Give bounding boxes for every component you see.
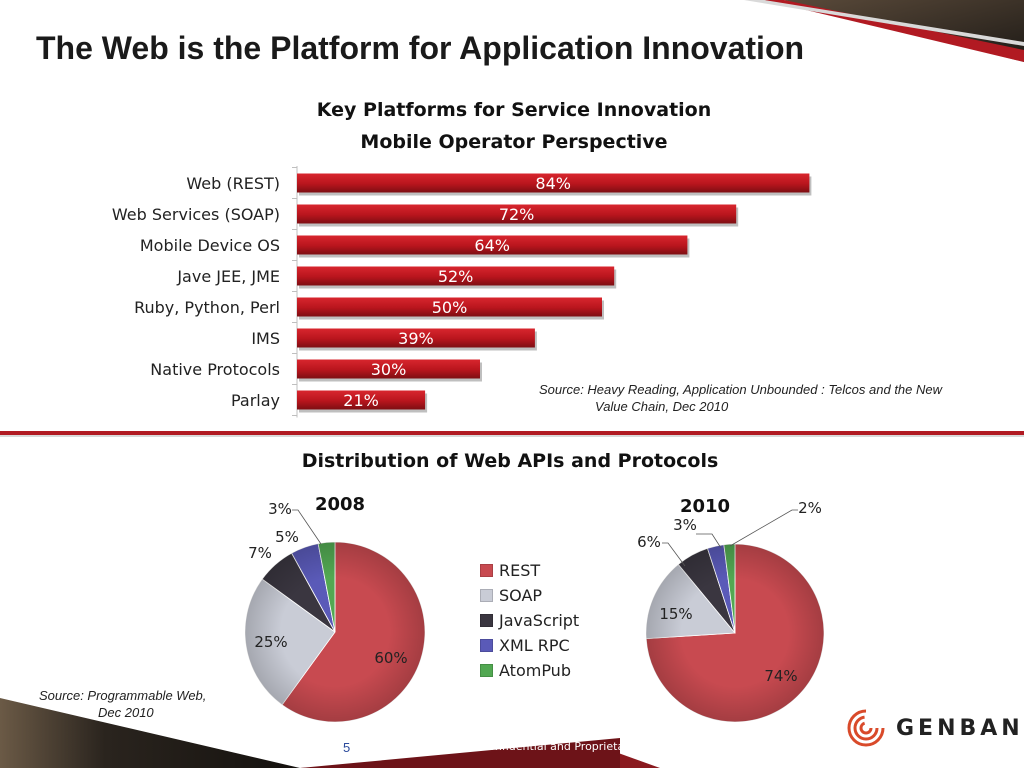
category-label: Web (REST)	[186, 174, 280, 193]
pies-section-title: Distribution of Web APIs and Protocols	[301, 450, 719, 472]
footer-decoration	[0, 698, 660, 768]
pie-leader-line	[292, 509, 322, 545]
legend-label-javascript: JavaScript	[499, 610, 580, 630]
pie-label-javascript: 6%	[637, 533, 661, 551]
bar-value-label: 30%	[371, 360, 407, 379]
pie-label-soap: 25%	[254, 633, 287, 651]
confidential-notice: GENBAND. Confidential and Proprietary	[418, 740, 636, 753]
pie-label-rest: 60%	[374, 649, 407, 667]
bar-value-label: 84%	[535, 174, 571, 193]
pie-leader-line	[696, 533, 722, 549]
legend-swatch-rest	[480, 563, 493, 577]
legend-item-soap: SOAP	[480, 583, 542, 607]
bar-value-label: 52%	[438, 267, 474, 286]
pie-label-atompub: 3%	[268, 500, 292, 518]
category-label: Parlay	[231, 391, 280, 410]
genband-logo-icon	[847, 709, 885, 747]
genband-logo-text: GENBAND	[896, 715, 1024, 741]
pie-leader-line	[662, 542, 686, 567]
legend-swatch-javascript	[480, 613, 493, 627]
legend-label-rest: REST	[499, 560, 541, 580]
bar	[297, 235, 688, 255]
legend-item-xml-rpc: XML RPC	[480, 633, 570, 657]
pie-chart-2010: 2010 74% 15% 6% 3% 2%	[637, 496, 825, 723]
legend-label-atompub: AtomPub	[499, 660, 571, 680]
legend-label-soap: SOAP	[499, 585, 543, 605]
section-divider-shadow	[0, 435, 1024, 437]
pie-label-xml-rpc: 3%	[673, 516, 697, 534]
bar-chart-source-line-2: Value Chain, Dec 2010	[595, 399, 729, 414]
category-label: Native Protocols	[150, 360, 280, 379]
bar-row-mobile-device-os: Mobile Device OS 64%	[140, 235, 690, 258]
bar-value-label: 39%	[398, 329, 434, 348]
category-label: Mobile Device OS	[140, 236, 280, 255]
bar	[297, 204, 737, 224]
slide-title: The Web is the Platform for Application …	[36, 30, 805, 66]
pie-label-xml-rpc: 5%	[275, 528, 299, 546]
section-divider	[0, 431, 1024, 435]
page-number: 5	[343, 740, 351, 755]
bar-chart-subtitle: Mobile Operator Perspective	[360, 131, 668, 153]
bar	[297, 266, 615, 286]
bar-value-label: 72%	[499, 205, 535, 224]
pie-title: 2008	[315, 494, 365, 515]
pie-label-rest: 74%	[764, 667, 797, 685]
bar-value-label: 21%	[343, 391, 379, 410]
bar-value-label: 64%	[474, 236, 510, 255]
legend-swatch-xml-rpc	[480, 638, 493, 652]
header-decoration	[744, 0, 1024, 62]
bar-chart-title: Key Platforms for Service Innovation	[316, 99, 712, 121]
bar-row-ims: IMS 39%	[251, 328, 537, 351]
pie-chart-2008: 2008 60% 25% 7%5% 3%	[244, 494, 426, 723]
bar	[297, 173, 810, 193]
legend-item-rest: REST	[480, 558, 540, 582]
pie-source-line-1: Source: Programmable Web,	[39, 688, 207, 703]
legend-item-javascript: JavaScript	[480, 608, 579, 632]
bar	[297, 297, 602, 317]
bar-row-native-protocols: Native Protocols 30%	[150, 359, 482, 382]
bar-row-jave-jee-jme: Jave JEE, JME 52%	[176, 266, 617, 289]
pie-title: 2010	[680, 496, 730, 517]
bar-row-web-services-soap: Web Services (SOAP) 72%	[112, 204, 739, 227]
legend-swatch-soap	[480, 588, 493, 602]
legend-label-xml-rpc: XML RPC	[499, 635, 570, 655]
genband-logo: GENBAND	[846, 705, 1024, 751]
category-label: Web Services (SOAP)	[112, 205, 280, 224]
pie-source-line-2: Dec 2010	[98, 705, 154, 720]
bar-row-parlay: Parlay 21%	[231, 390, 428, 413]
pie-leader-line	[729, 509, 798, 547]
pie-label-javascript: 7%	[248, 544, 272, 562]
bar-chart-source-line-1: Source: Heavy Reading, Application Unbou…	[539, 382, 943, 397]
pie-label-soap: 15%	[659, 605, 692, 623]
category-label: Jave JEE, JME	[176, 267, 280, 286]
bar-row-ruby-python-perl: Ruby, Python, Perl 50%	[134, 297, 604, 320]
category-label: Ruby, Python, Perl	[134, 298, 280, 317]
legend-swatch-atompub	[480, 663, 493, 677]
pie-label-atompub: 2%	[798, 499, 822, 517]
category-label: IMS	[251, 329, 280, 348]
bar-chart: Web (REST) 84% Web Services (SOAP) 72% Mobil…	[112, 166, 812, 418]
bar	[297, 359, 480, 379]
bar	[297, 390, 426, 410]
bar-row-web-rest: Web (REST) 84%	[186, 173, 812, 196]
bar	[297, 328, 535, 348]
bar-value-label: 50%	[432, 298, 468, 317]
legend-item-atompub: AtomPub	[480, 658, 571, 682]
